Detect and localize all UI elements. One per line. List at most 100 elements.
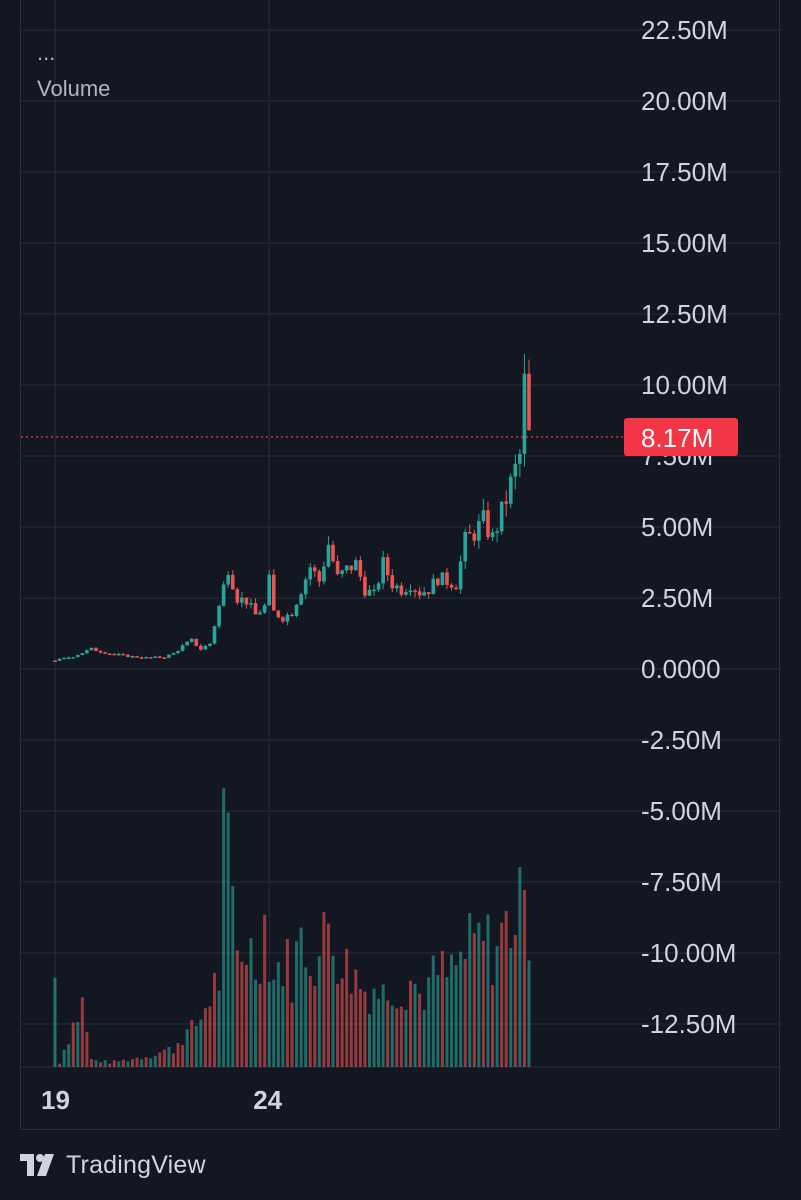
candle-body (340, 570, 344, 575)
volume-bar (213, 972, 217, 1067)
volume-bar (317, 956, 321, 1067)
candle-body (258, 612, 262, 615)
candle-body (117, 653, 121, 656)
volume-bar (326, 923, 330, 1067)
candle-body (153, 656, 158, 658)
volume-bar (190, 1020, 194, 1067)
volume-bar (149, 1058, 153, 1067)
y-tick-label: 0.0000 (641, 654, 721, 684)
candle-body (499, 501, 504, 532)
candle-body (290, 614, 294, 617)
candle-body (463, 532, 467, 562)
volume-bar (167, 1046, 171, 1067)
chart-svg[interactable]: 22.50M20.00M17.50M15.00M12.50M10.00M7.50… (21, 0, 781, 1130)
volume-bar (386, 1000, 390, 1067)
candle-body (436, 578, 440, 586)
y-tick-label: 15.00M (641, 228, 728, 258)
candle-body (235, 589, 240, 603)
candle-body (276, 610, 281, 618)
candle-body (508, 476, 513, 504)
candle-body (176, 650, 180, 654)
volume-bar (454, 965, 458, 1067)
volume-bar (58, 1063, 62, 1067)
volume-bar (372, 988, 376, 1067)
volume-bar (518, 867, 522, 1067)
volume-bar (399, 1006, 403, 1067)
candle-body (75, 655, 80, 658)
candle-body (303, 579, 308, 595)
candle-body (326, 544, 331, 567)
volume-bar (263, 914, 267, 1067)
chart-area[interactable]: 22.50M 20.00M 17.50M 15.00M 12.50M 10.00M 7.50… (20, 0, 781, 1130)
volume-bar (240, 961, 244, 1067)
candle-body (331, 544, 335, 562)
candle-body (267, 574, 272, 606)
candle-body (477, 521, 481, 541)
volume-bar (80, 997, 84, 1067)
y-tick-label: -2.50M (641, 725, 722, 755)
volume-bar (144, 1057, 148, 1067)
volume-bar (390, 1005, 394, 1067)
volume-bar (99, 1062, 103, 1067)
candle-body (144, 657, 148, 659)
candle-body (312, 567, 317, 572)
x-tick-label: 19 (41, 1085, 70, 1115)
volume-bar (377, 998, 381, 1067)
legend-menu[interactable]: ... (37, 40, 56, 65)
candle-body (458, 561, 463, 590)
y-tick-label: -10.00M (641, 938, 736, 968)
candle-body (208, 643, 212, 646)
candle-body (126, 654, 130, 658)
candle-body (180, 645, 185, 651)
candle-body (408, 590, 413, 593)
volume-bar (313, 985, 317, 1067)
x-tick-label: 24 (253, 1085, 282, 1115)
candle-body (395, 585, 399, 589)
candle-body (431, 578, 436, 595)
candle-body (285, 614, 290, 622)
tradingview-brand[interactable]: TradingView (20, 1150, 206, 1180)
volume-bar (468, 913, 472, 1067)
volume-bar (267, 982, 271, 1067)
volume-bar (158, 1052, 162, 1067)
volume-bar (176, 1043, 180, 1067)
candle-body (158, 656, 162, 658)
candle-body (317, 571, 322, 582)
volume-bar (395, 1008, 399, 1067)
candle-body (522, 373, 527, 454)
candle-body (322, 566, 326, 582)
candle-body (413, 590, 417, 593)
candle-body (167, 654, 171, 658)
candle-body (240, 597, 244, 603)
candle-body (94, 647, 98, 652)
volume-bar (62, 1049, 66, 1067)
candle-body (385, 557, 390, 576)
candle-body (358, 560, 363, 577)
volume-bar (463, 958, 467, 1067)
y-tick-label: 5.00M (641, 512, 713, 542)
candle-body (372, 589, 376, 592)
volume-bar (172, 1053, 175, 1067)
volume-bar (367, 1014, 371, 1067)
candle-body (57, 658, 62, 661)
y-tick-label: 2.50M (641, 583, 713, 613)
volume-bar (281, 985, 285, 1067)
candle-body (194, 638, 199, 646)
candle-body (212, 626, 217, 644)
candle-body (253, 603, 258, 615)
candle-body (103, 652, 107, 654)
y-tick-label: 10.00M (641, 370, 728, 400)
volume-bar (504, 911, 508, 1067)
candle-body (527, 373, 531, 431)
candle-body (367, 589, 372, 596)
candle-body (189, 638, 194, 642)
candle-body (504, 501, 509, 504)
volume-bar (509, 948, 513, 1067)
candle-body (308, 567, 313, 580)
y-tick-label: 12.50M (641, 299, 728, 329)
volume-bar (404, 1009, 408, 1067)
volume-bar (135, 1057, 139, 1067)
candle-body (445, 572, 449, 585)
candle-body (226, 574, 230, 585)
volume-bar (522, 889, 526, 1067)
